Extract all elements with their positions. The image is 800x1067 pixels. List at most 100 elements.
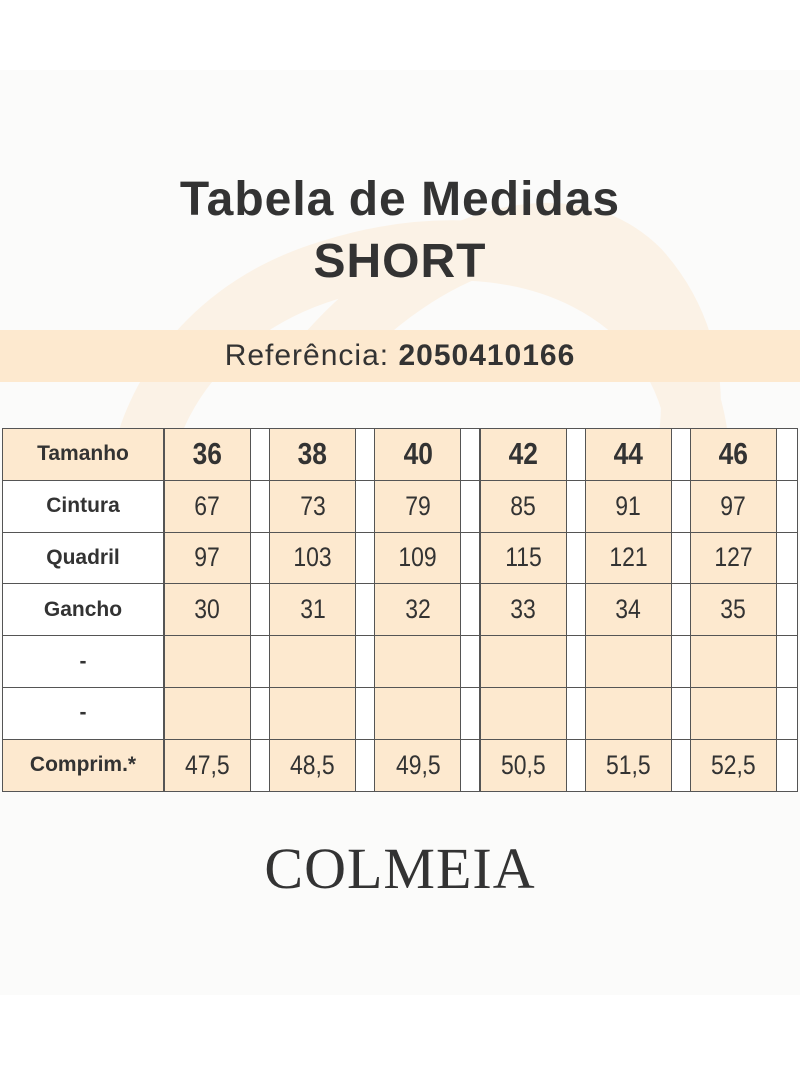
size-cell: 48,5 [269,738,357,792]
row-label-cell: - [2,687,164,740]
gap-cell [355,531,376,585]
gap-cell [460,583,481,637]
cell-value: 33 [510,594,536,625]
size-cell: 44 [584,428,672,481]
cell-value: 49,5 [395,749,441,780]
size-cell: 30 [164,583,251,637]
cell-value: 121 [609,542,648,573]
size-cell: 51,5 [584,738,672,792]
title: Tabela de Medidas [179,173,621,226]
cell-value: 32 [405,594,431,625]
reference-number: 2050410166 [398,339,576,372]
gap-cell [565,738,586,792]
row-label-cell: Tamanho [2,428,164,481]
size-cell [374,635,462,688]
cell-value: 35 [720,594,747,625]
cell-value: 51,5 [605,749,651,780]
row-label-cell: - [2,635,164,688]
size-cell: 97 [164,531,251,585]
size-cell [479,635,567,688]
cell-value: 97 [194,542,221,573]
size-cell [374,687,462,740]
size-cell: 97 [690,479,777,533]
size-cell: 85 [479,479,567,533]
size-cell [584,635,672,688]
reference-band [0,330,800,382]
size-cell: 33 [479,583,567,637]
size-cell: 35 [690,583,777,637]
cell-value: 48,5 [290,749,336,780]
cell-value: 79 [405,490,431,521]
cell-value: 44 [613,436,643,472]
gap-cell [670,531,691,585]
row-label-cell: Cintura [2,479,164,533]
gap-cell [460,738,481,792]
cell-value: 42 [508,436,538,472]
size-cell: 31 [269,583,357,637]
gap-cell [776,479,798,533]
cell-value: 40 [403,436,433,472]
gap-cell [250,738,270,792]
size-cell [479,687,567,740]
size-cell: 115 [479,531,567,585]
cell-value: 67 [194,490,221,521]
gap-cell [776,687,798,740]
gap-cell [776,635,798,688]
gap-cell [565,428,586,481]
row-label-cell: Quadril [2,531,164,585]
gap-cell [250,583,270,637]
reference-label: Referência: [224,339,390,372]
size-cell [164,635,251,688]
gap-cell [460,479,481,533]
gap-cell [776,583,798,637]
cell-value: 115 [504,542,542,573]
size-cell: 121 [584,531,672,585]
cell-value: 50,5 [500,749,546,780]
reference: Referência: 2050410166 [0,330,800,382]
gap-cell [250,428,270,481]
size-cell: 40 [374,428,462,481]
gap-cell [565,583,586,637]
size-cell [164,687,251,740]
size-cell [269,687,357,740]
gap-cell [776,428,798,481]
gap-cell [460,428,481,481]
size-cell: 73 [269,479,357,533]
gap-cell [670,738,691,792]
size-cell [690,635,777,688]
size-cell: 49,5 [374,738,462,792]
gap-cell [460,635,481,688]
gap-cell [670,635,691,688]
row-label-cell: Gancho [2,583,164,637]
gap-cell [355,583,376,637]
gap-cell [460,687,481,740]
gap-cell [250,531,270,585]
size-cell: 127 [690,531,777,585]
size-cell: 67 [164,479,251,533]
size-cell: 46 [690,428,777,481]
gap-cell [250,635,270,688]
gap-cell [565,635,586,688]
size-cell [690,687,777,740]
row-label: - [79,701,87,725]
size-cell: 52,5 [690,738,777,792]
brand: COLMEIA [264,836,536,901]
cell-value: 73 [299,490,326,521]
row-label: Cintura [46,494,120,518]
size-cell: 109 [374,531,462,585]
cell-value: 36 [192,436,223,472]
row-label: - [79,649,87,673]
gap-cell [460,531,481,585]
size-cell: 50,5 [479,738,567,792]
cell-value: 46 [718,436,749,472]
size-cell: 32 [374,583,462,637]
cell-value: 91 [615,490,642,521]
cell-value: 103 [293,542,332,573]
subtitle: SHORT [313,235,487,288]
size-cell: 79 [374,479,462,533]
cell-value: 30 [194,594,221,625]
gap-cell [355,479,376,533]
row-label: Quadril [46,545,120,569]
gap-cell [565,687,586,740]
